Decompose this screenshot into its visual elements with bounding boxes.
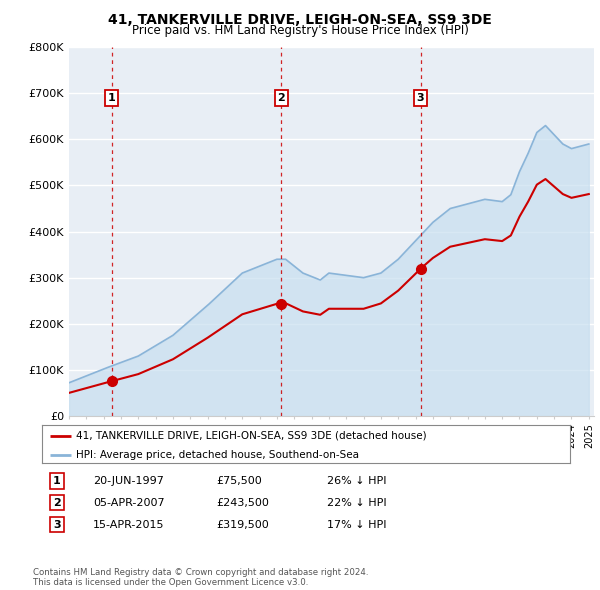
Text: 1: 1 — [53, 476, 61, 486]
Text: 20-JUN-1997: 20-JUN-1997 — [93, 476, 164, 486]
Text: HPI: Average price, detached house, Southend-on-Sea: HPI: Average price, detached house, Sout… — [76, 450, 359, 460]
Text: Price paid vs. HM Land Registry's House Price Index (HPI): Price paid vs. HM Land Registry's House … — [131, 24, 469, 37]
Text: 15-APR-2015: 15-APR-2015 — [93, 520, 164, 529]
Text: 1: 1 — [108, 93, 116, 103]
Text: £75,500: £75,500 — [216, 476, 262, 486]
Text: £243,500: £243,500 — [216, 498, 269, 507]
Text: 26% ↓ HPI: 26% ↓ HPI — [327, 476, 386, 486]
Text: £319,500: £319,500 — [216, 520, 269, 529]
Text: 2: 2 — [278, 93, 286, 103]
Text: 17% ↓ HPI: 17% ↓ HPI — [327, 520, 386, 529]
Text: 41, TANKERVILLE DRIVE, LEIGH-ON-SEA, SS9 3DE (detached house): 41, TANKERVILLE DRIVE, LEIGH-ON-SEA, SS9… — [76, 431, 427, 441]
Text: 3: 3 — [53, 520, 61, 529]
Text: 41, TANKERVILLE DRIVE, LEIGH-ON-SEA, SS9 3DE: 41, TANKERVILLE DRIVE, LEIGH-ON-SEA, SS9… — [108, 13, 492, 27]
Text: 22% ↓ HPI: 22% ↓ HPI — [327, 498, 386, 507]
Text: 3: 3 — [417, 93, 424, 103]
Text: 2: 2 — [53, 498, 61, 507]
Text: 05-APR-2007: 05-APR-2007 — [93, 498, 164, 507]
Text: Contains HM Land Registry data © Crown copyright and database right 2024.
This d: Contains HM Land Registry data © Crown c… — [33, 568, 368, 587]
